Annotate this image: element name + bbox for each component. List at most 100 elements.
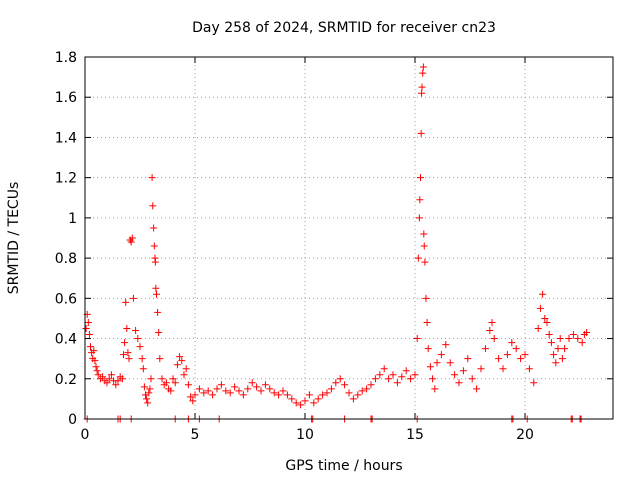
data-point bbox=[152, 284, 160, 292]
data-point bbox=[182, 365, 190, 373]
y-tick-label: 0.6 bbox=[55, 291, 77, 307]
data-point bbox=[426, 363, 434, 371]
data-point bbox=[191, 391, 199, 399]
data-point bbox=[420, 242, 428, 250]
data-point bbox=[148, 174, 156, 182]
y-tick-label: 1.2 bbox=[55, 171, 77, 187]
data-point bbox=[129, 294, 137, 302]
data-point bbox=[417, 129, 425, 137]
data-point bbox=[481, 345, 489, 353]
data-point bbox=[297, 401, 305, 409]
data-point bbox=[226, 389, 234, 397]
data-point bbox=[499, 365, 507, 373]
data-point bbox=[367, 381, 375, 389]
data-point bbox=[525, 365, 533, 373]
data-point bbox=[184, 381, 192, 389]
data-point bbox=[583, 329, 591, 337]
data-point bbox=[442, 341, 450, 349]
data-point bbox=[332, 379, 340, 387]
y-tick-label: 1.6 bbox=[55, 90, 77, 106]
data-point bbox=[503, 351, 511, 359]
data-point bbox=[87, 343, 94, 351]
data-point bbox=[534, 325, 542, 332]
data-point bbox=[136, 343, 144, 351]
data-point bbox=[204, 387, 212, 395]
data-point bbox=[222, 387, 230, 395]
data-point bbox=[99, 373, 107, 381]
series-layer bbox=[82, 63, 591, 423]
data-point bbox=[145, 389, 153, 397]
x-tick-label: 10 bbox=[296, 427, 314, 443]
data-point bbox=[121, 339, 129, 347]
data-point bbox=[138, 355, 146, 363]
data-point bbox=[541, 314, 549, 322]
data-point bbox=[139, 365, 147, 373]
data-point bbox=[173, 361, 181, 369]
data-point bbox=[176, 353, 184, 361]
data-point bbox=[147, 375, 155, 383]
data-point bbox=[488, 318, 496, 326]
data-point bbox=[402, 367, 410, 375]
data-point bbox=[363, 385, 371, 393]
data-point bbox=[407, 375, 415, 383]
data-point bbox=[341, 381, 349, 389]
y-tick-label: 1 bbox=[68, 211, 77, 227]
y-axis-label: SRMTID / TECUs bbox=[6, 182, 22, 295]
data-point bbox=[376, 371, 384, 379]
data-point bbox=[578, 339, 586, 347]
data-point bbox=[85, 331, 93, 339]
data-point bbox=[217, 381, 225, 389]
data-point bbox=[424, 345, 432, 353]
data-point bbox=[398, 373, 406, 381]
data-point bbox=[149, 202, 157, 210]
data-point bbox=[107, 371, 115, 379]
data-point bbox=[84, 318, 92, 326]
data-point bbox=[92, 363, 100, 371]
data-point bbox=[417, 174, 424, 182]
x-tick-label: 5 bbox=[191, 427, 200, 443]
data-point bbox=[565, 335, 573, 343]
data-point bbox=[91, 357, 99, 365]
data-point bbox=[419, 69, 427, 77]
data-point bbox=[187, 393, 195, 401]
data-point bbox=[154, 308, 162, 316]
data-point bbox=[314, 395, 322, 403]
data-point bbox=[213, 385, 221, 393]
data-point bbox=[112, 381, 120, 389]
data-point bbox=[418, 89, 426, 97]
data-point bbox=[103, 379, 111, 387]
data-point bbox=[128, 234, 136, 242]
data-point bbox=[270, 389, 278, 397]
data-point bbox=[536, 304, 544, 312]
data-point bbox=[162, 379, 170, 387]
data-point bbox=[275, 391, 283, 399]
data-point bbox=[123, 325, 131, 332]
data-point bbox=[257, 387, 265, 395]
data-point bbox=[150, 242, 158, 250]
data-point bbox=[319, 391, 327, 399]
data-point bbox=[539, 290, 547, 298]
data-point bbox=[124, 349, 132, 357]
data-point bbox=[153, 290, 160, 298]
data-point bbox=[283, 391, 291, 399]
data-point bbox=[530, 379, 538, 387]
data-point bbox=[413, 335, 421, 343]
data-point bbox=[156, 355, 164, 363]
data-point bbox=[132, 327, 140, 335]
data-point bbox=[195, 385, 203, 393]
data-point bbox=[490, 335, 498, 343]
data-point bbox=[209, 391, 217, 399]
data-point bbox=[486, 327, 494, 335]
data-point bbox=[420, 230, 428, 238]
data-point bbox=[433, 359, 441, 367]
data-point bbox=[473, 385, 481, 393]
data-point bbox=[446, 359, 454, 367]
data-point bbox=[305, 391, 313, 399]
data-point bbox=[140, 383, 148, 391]
data-point bbox=[477, 365, 485, 373]
x-axis-label: GPS time / hours bbox=[285, 458, 402, 474]
data-point bbox=[451, 371, 459, 379]
data-point bbox=[279, 387, 287, 395]
data-point bbox=[327, 385, 335, 393]
